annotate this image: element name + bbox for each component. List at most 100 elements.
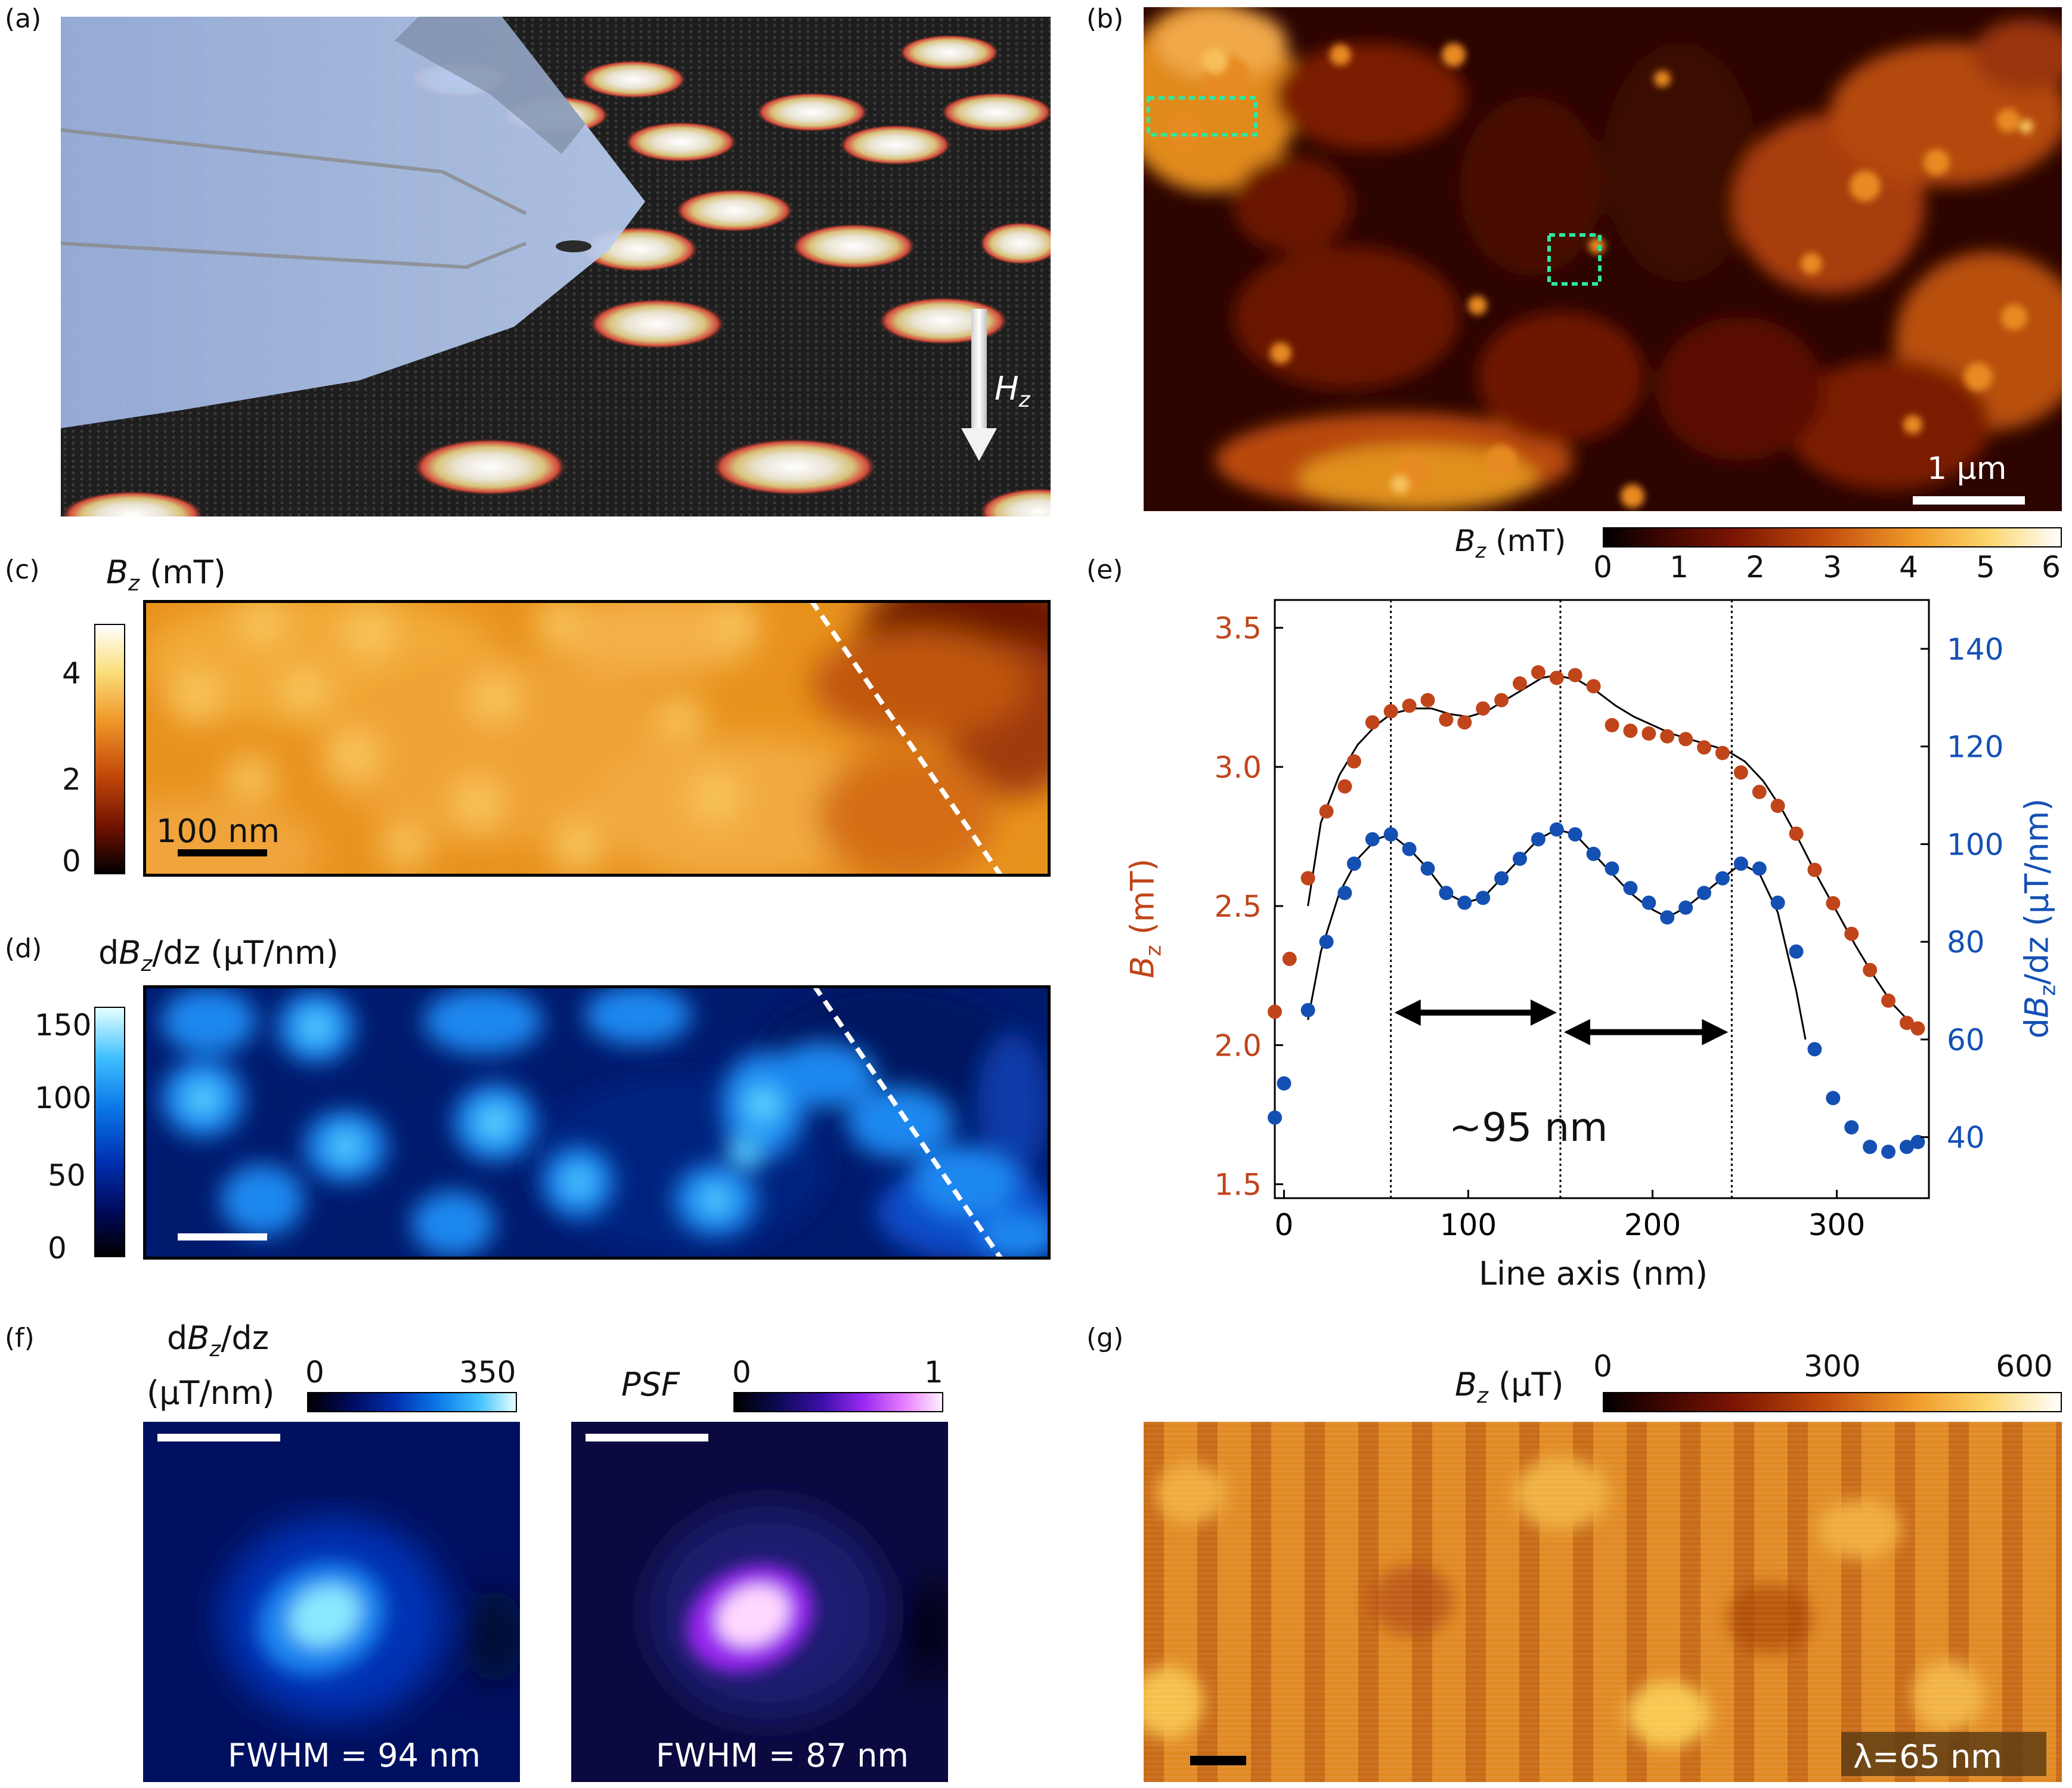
- scalebar-c: [178, 849, 267, 856]
- chart-point-dbz: [1268, 1110, 1282, 1125]
- scalebar-g: [1190, 1756, 1246, 1765]
- chart-point-bz: [1752, 784, 1767, 799]
- panel-c-title: Bz (mT): [106, 553, 226, 596]
- chart-point-dbz: [1337, 886, 1352, 901]
- colorbar-f-left: [307, 1392, 517, 1412]
- chart-point-bz: [1457, 715, 1472, 730]
- chart-point-bz: [1807, 862, 1822, 877]
- chart-point-bz: [1715, 745, 1730, 760]
- scalebar-d: [178, 1233, 267, 1241]
- chart-point-dbz: [1568, 827, 1582, 842]
- chart-point-dbz: [1844, 1120, 1859, 1135]
- chart-xlabel: Line axis (nm): [1479, 1255, 1708, 1292]
- chart-point-bz: [1319, 804, 1334, 819]
- chart-point-dbz: [1277, 1076, 1291, 1091]
- cb-f-left-min: 0: [305, 1355, 324, 1390]
- chart-point-dbz: [1678, 900, 1693, 915]
- chart-point-bz: [1733, 765, 1748, 780]
- chart-point-bz: [1420, 692, 1435, 707]
- chart-ytick-left-label: 3.0: [1214, 750, 1262, 785]
- fwhm-f-left: FWHM = 94 nm: [228, 1737, 481, 1774]
- chart-point-bz: [1660, 729, 1675, 744]
- roi-box-large: [1147, 96, 1258, 137]
- colorbar-b-tick: 6: [2042, 550, 2061, 584]
- fwhm-f-right: FWHM = 87 nm: [656, 1737, 909, 1774]
- scalebar-f-left: [157, 1434, 280, 1441]
- chart-ytick-right-label: 40: [1947, 1121, 1985, 1155]
- colorbar-b: [1603, 527, 2062, 547]
- frame-c: [143, 600, 1051, 877]
- colorbar-d-tick: 150: [35, 1008, 92, 1043]
- chart-point-dbz: [1697, 886, 1712, 901]
- chart-point-bz: [1623, 723, 1638, 738]
- colorbar-d-tick: 50: [48, 1158, 86, 1193]
- scalebar-b: [1913, 496, 2025, 505]
- field-label: Hz: [995, 370, 1030, 412]
- chart-arrow-1-head-right: [1530, 999, 1557, 1026]
- panel-label-c: (c): [5, 555, 40, 585]
- chart-point-dbz: [1476, 890, 1491, 905]
- chart-point-dbz: [1346, 856, 1361, 871]
- dbz-single-skyrmion: [143, 1422, 520, 1782]
- panel-label-g: (g): [1086, 1323, 1124, 1353]
- colorbar-g-title: Bz (μT): [1455, 1366, 1564, 1408]
- panel-f-left-title: dBz/dz: [167, 1319, 270, 1362]
- chart-point-dbz: [1715, 871, 1730, 886]
- chart-point-dbz: [1319, 935, 1334, 949]
- psf-single-skyrmion: [571, 1422, 948, 1782]
- panel-label-f: (f): [5, 1323, 35, 1353]
- linecut-d: [812, 985, 1004, 1260]
- chart-point-bz: [1300, 871, 1315, 886]
- chart-point-bz: [1346, 754, 1361, 769]
- chart-point-dbz: [1531, 832, 1546, 847]
- panel-f-left-unit: (μT/nm): [147, 1374, 275, 1412]
- chart-xtick-label: 100: [1440, 1208, 1497, 1242]
- colorbar-b-tick: 4: [1899, 550, 1918, 584]
- chart-ytick-left-label: 2.0: [1214, 1028, 1262, 1063]
- cb-f-right-min: 0: [732, 1355, 751, 1390]
- skyrmion-rendering: [61, 17, 1051, 516]
- chart-xtick-label: 0: [1275, 1208, 1294, 1242]
- chart-point-bz: [1826, 896, 1841, 911]
- scalebar-f-right: [586, 1434, 708, 1441]
- chart-fit-line: [1307, 828, 1807, 1040]
- chart-ytick-right-label: 120: [1947, 730, 2003, 765]
- chart-point-dbz: [1752, 861, 1767, 876]
- chart-annotation: ~95 nm: [1449, 1105, 1608, 1150]
- chart-point-bz: [1586, 679, 1601, 694]
- frame-d: [143, 985, 1051, 1260]
- chart-arrow-2-head-right: [1702, 1019, 1729, 1045]
- chart-point-dbz: [1642, 895, 1656, 910]
- chart-point-bz: [1770, 799, 1785, 813]
- colorbar-b-tick: 2: [1746, 550, 1765, 584]
- chart-xtick-label: 300: [1808, 1208, 1865, 1242]
- lambda-box: [1841, 1732, 2046, 1776]
- chart-point-bz: [1789, 826, 1804, 841]
- chart-point-dbz: [1623, 881, 1638, 896]
- chart-point-bz: [1844, 926, 1859, 941]
- chart-point-bz: [1549, 670, 1564, 685]
- scalebar-b-label: 1 μm: [1927, 451, 2007, 487]
- colorbar-f-right: [733, 1392, 943, 1412]
- chart-point-bz: [1439, 712, 1454, 727]
- linecut-chart: 0 100 200 300 1.5 2.0 2.5 3.0 3.5 40 60 80 100 120 140: [1091, 590, 2069, 1306]
- chart-plot-area: [1274, 599, 1930, 1199]
- colorbar-c-tick: 4: [62, 656, 81, 691]
- chart-point-bz: [1268, 1004, 1282, 1019]
- chart-point-dbz: [1910, 1134, 1925, 1149]
- colorbar-d-tick: 100: [35, 1081, 92, 1115]
- bz-map-large: [1144, 7, 2062, 511]
- chart-point-bz: [1531, 665, 1546, 680]
- chart-point-dbz: [1899, 1140, 1914, 1155]
- panel-label-d: (d): [5, 933, 42, 964]
- chart-ylabel-right: dBz/dz (μT/nm): [2018, 798, 2061, 1039]
- chart-point-dbz: [1365, 832, 1380, 847]
- colorbar-c-tick: 2: [62, 762, 81, 797]
- chart-point-bz: [1568, 667, 1582, 682]
- colorbar-b-tick: 1: [1670, 550, 1689, 584]
- colorbar-b-title: Bz (mT): [1455, 524, 1566, 563]
- chart-arrow-1-head-left: [1394, 999, 1421, 1026]
- panel-label-a: (a): [5, 4, 42, 34]
- chart-point-bz: [1476, 701, 1491, 716]
- panel-label-b: (b): [1086, 4, 1124, 34]
